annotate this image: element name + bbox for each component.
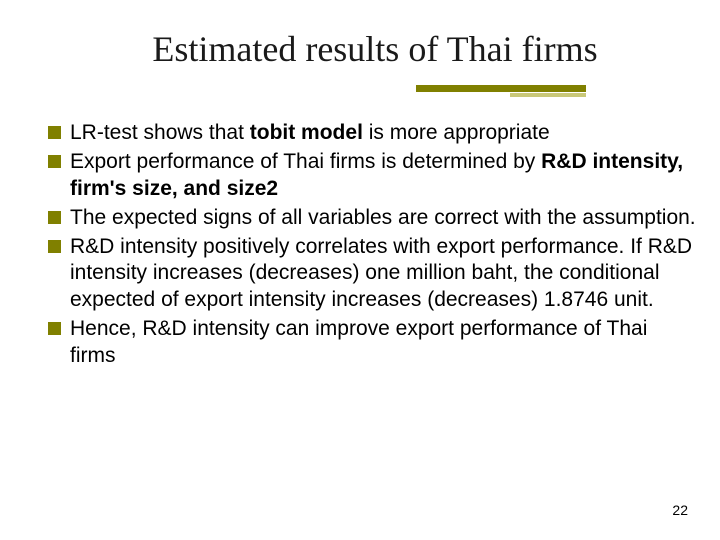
slide-title: Estimated results of Thai firms — [152, 28, 597, 70]
text-run: Hence, R&D intensity can improve export … — [70, 317, 647, 367]
title-wrap: Estimated results of Thai firms — [48, 28, 702, 70]
accent-lines — [416, 85, 586, 97]
square-bullet-icon — [48, 211, 61, 224]
square-bullet-icon — [48, 126, 61, 139]
text-run-bold: tobit model — [250, 121, 363, 144]
bullet-text: The expected signs of all variables are … — [70, 205, 696, 232]
list-item: Hence, R&D intensity can improve export … — [48, 316, 696, 370]
accent-line-thick — [416, 85, 586, 92]
bullet-text: Hence, R&D intensity can improve export … — [70, 316, 696, 370]
page-number: 22 — [672, 502, 688, 518]
bullet-text: LR-test shows that tobit model is more a… — [70, 120, 550, 147]
bullet-list: LR-test shows that tobit model is more a… — [48, 120, 702, 370]
list-item: R&D intensity positively correlates with… — [48, 234, 696, 315]
text-run: Export performance of Thai firms is dete… — [70, 150, 541, 173]
bullet-text: R&D intensity positively correlates with… — [70, 234, 696, 315]
bullet-text: Export performance of Thai firms is dete… — [70, 149, 696, 203]
accent-line-thin — [510, 93, 587, 97]
list-item: LR-test shows that tobit model is more a… — [48, 120, 696, 147]
list-item: Export performance of Thai firms is dete… — [48, 149, 696, 203]
square-bullet-icon — [48, 240, 61, 253]
square-bullet-icon — [48, 322, 61, 335]
text-run: LR-test shows that — [70, 121, 250, 144]
slide-container: Estimated results of Thai firms LR-test … — [0, 0, 720, 540]
list-item: The expected signs of all variables are … — [48, 205, 696, 232]
text-run: R&D intensity positively correlates with… — [70, 235, 692, 312]
text-run: The expected signs of all variables are … — [70, 206, 696, 229]
square-bullet-icon — [48, 155, 61, 168]
text-run: is more appropriate — [363, 121, 550, 144]
